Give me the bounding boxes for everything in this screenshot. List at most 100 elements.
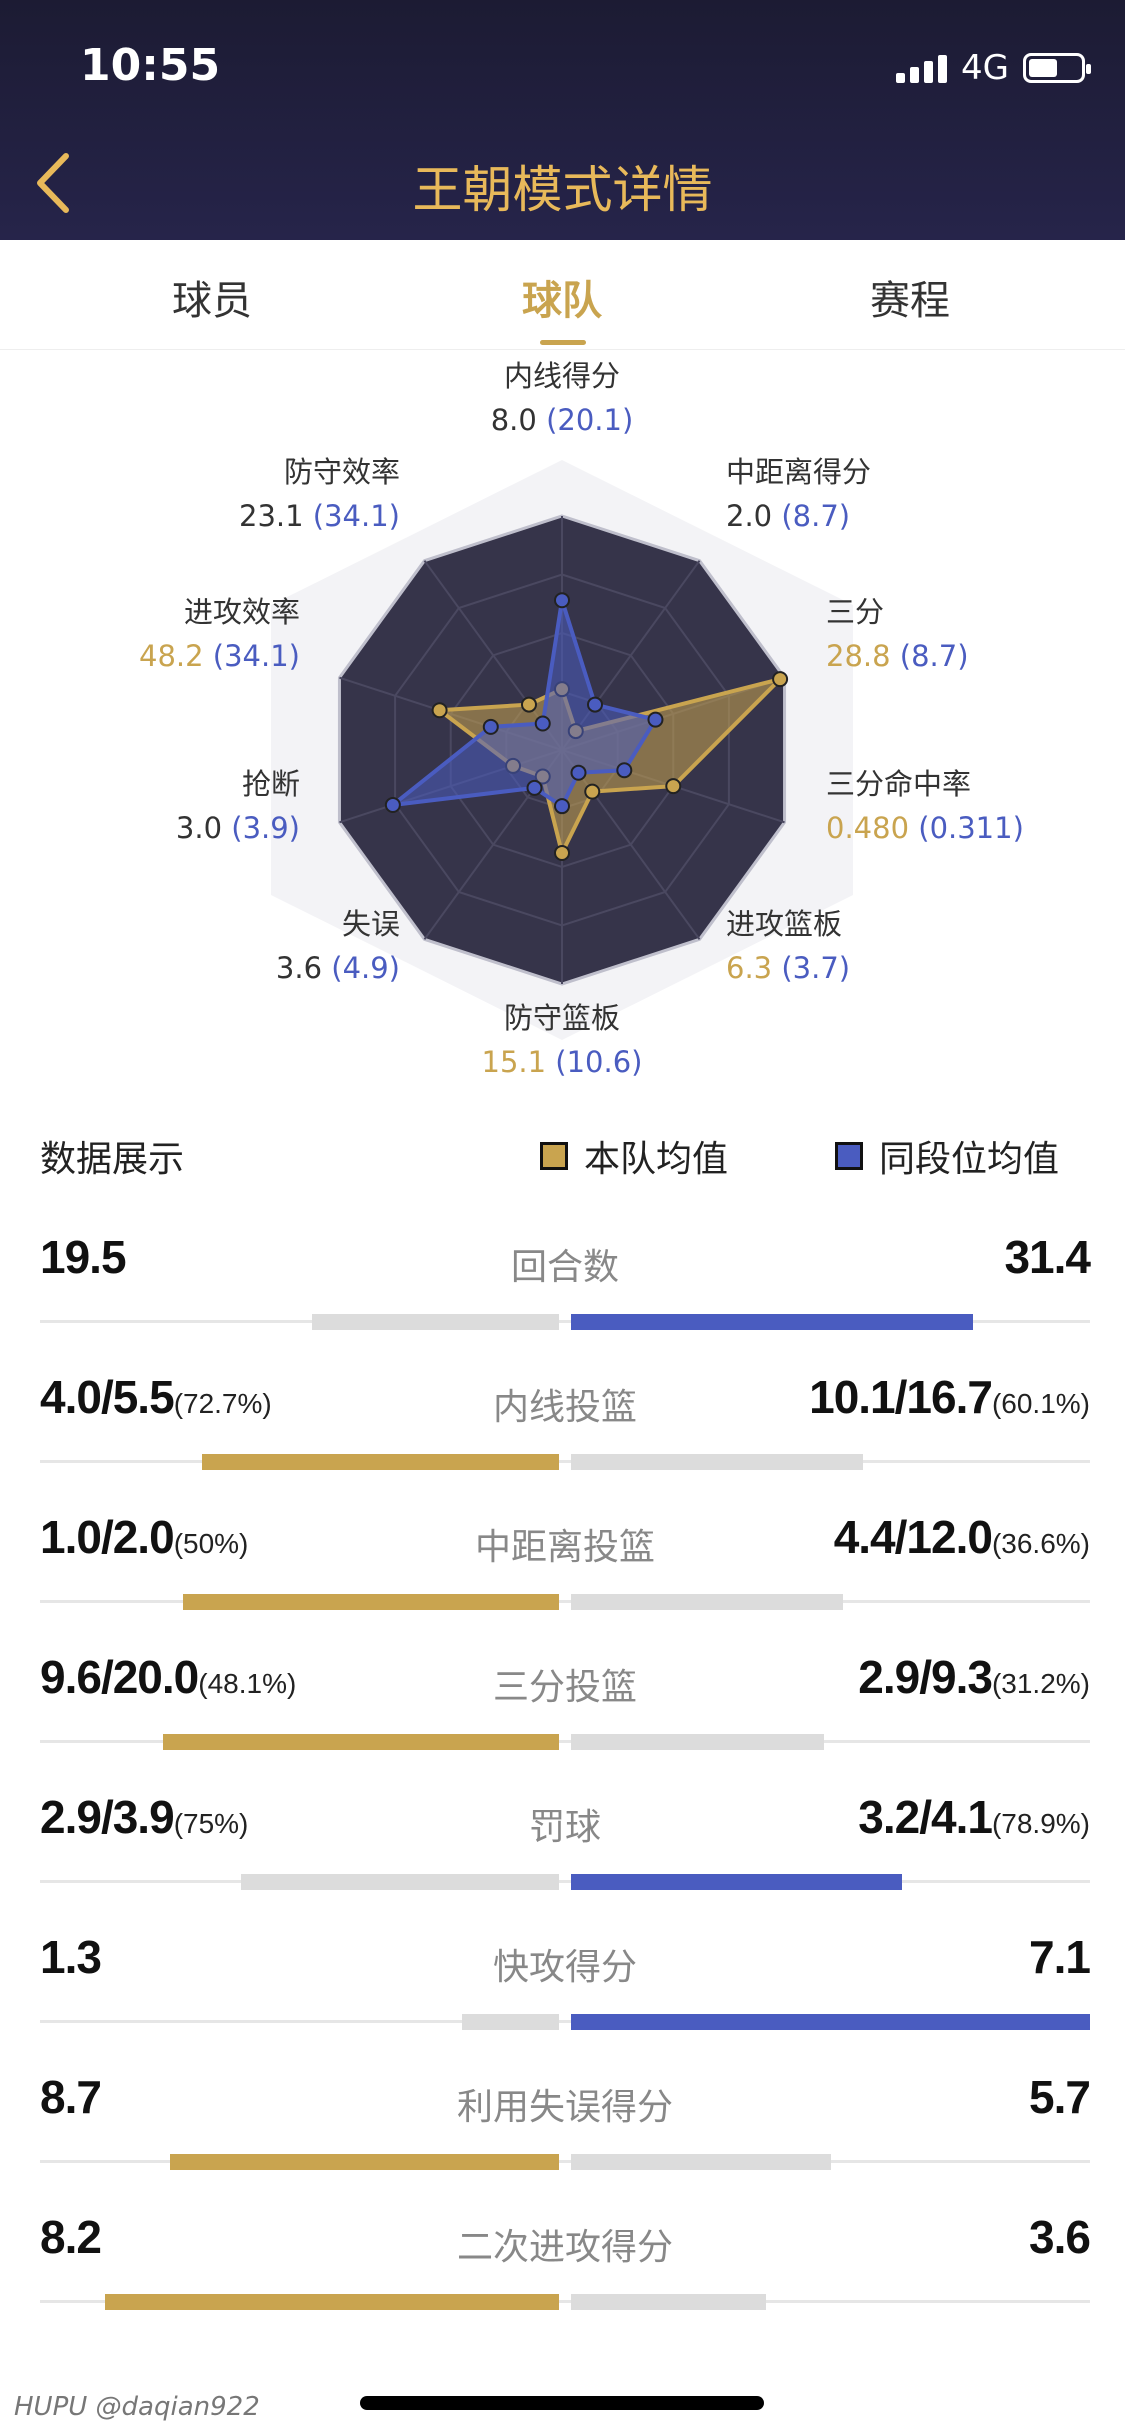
- radar-svg: [271, 460, 853, 1040]
- stat-bar-track: [40, 1460, 1090, 1463]
- stat-bar-right: [571, 1314, 974, 1330]
- radar-peer-series-point: [616, 762, 633, 779]
- tab-players[interactable]: 球员: [172, 278, 252, 324]
- active-tab-indicator: [540, 340, 586, 345]
- data-legend: 数据展示 本队均值 同段位均值: [40, 1130, 1090, 1190]
- radar-label-defensive-rebounds: 防守篮板 15.1 (10.6): [481, 1001, 643, 1079]
- stat-bar-track: [40, 2020, 1090, 2023]
- radar-peer-series-point: [526, 779, 543, 796]
- stat-bar-left: [163, 1734, 559, 1750]
- legend-peer-label: 同段位均值: [879, 1139, 1060, 1180]
- home-indicator[interactable]: [360, 2396, 764, 2410]
- stat-right-value: 3.2/4.1(78.9%): [858, 1791, 1090, 1843]
- app-header: 10:55 4G 王朝模式详情: [0, 0, 1125, 240]
- stat-row-possessions: 19.5 回合数 31.4: [40, 1220, 1091, 1360]
- stat-label: 回合数: [510, 1247, 619, 1288]
- radar-label-three-pointers: 三分 28.8 (8.7): [826, 595, 969, 673]
- network-type: 4G: [961, 48, 1009, 88]
- legend-peer: 同段位均值: [835, 1130, 1059, 1182]
- radar-label-midrange-scoring: 中距离得分 2.0 (8.7): [726, 455, 872, 533]
- legend-peer-swatch: [835, 1142, 863, 1170]
- tab-team[interactable]: 球队: [522, 278, 602, 324]
- status-time: 10:55: [80, 40, 221, 91]
- stat-right-value: 2.9/9.3(31.2%): [858, 1651, 1090, 1703]
- stat-bar-left: [182, 1594, 559, 1610]
- stat-right-value: 10.1/16.7(60.1%): [809, 1371, 1090, 1423]
- stat-bar-track: [40, 1740, 1090, 1743]
- stat-bar-left: [104, 2294, 559, 2310]
- legend-team-swatch: [540, 1142, 568, 1170]
- stat-row-midrange-shooting: 1.0/2.0(50%) 中距离投篮 4.4/12.0(36.6%): [40, 1500, 1090, 1640]
- radar-peer-series-point: [482, 718, 499, 735]
- radar-peer-series-point: [647, 711, 664, 728]
- watermark: HUPU @daqian922: [14, 2392, 260, 2422]
- stat-bar-left: [169, 2154, 559, 2170]
- stat-bar-right: [571, 2294, 766, 2310]
- stat-bar-right: [571, 2014, 1090, 2030]
- stat-left-value: 8.7: [40, 2071, 102, 2123]
- stat-label: 内线投篮: [492, 1387, 637, 1428]
- stat-row-second-chance-points: 8.2 二次进攻得分 3.6: [40, 2200, 1091, 2340]
- radar-team-series-point: [584, 783, 601, 800]
- radar-peer-series-point: [587, 696, 604, 713]
- stat-label: 罚球: [528, 1807, 601, 1848]
- legend-title: 数据展示: [40, 1139, 185, 1180]
- stat-left-value: 19.5: [40, 1231, 127, 1283]
- stat-label: 利用失误得分: [456, 2087, 673, 2128]
- stat-label: 三分投篮: [492, 1667, 637, 1708]
- stat-label: 二次进攻得分: [456, 2227, 673, 2268]
- status-indicators: 4G: [896, 48, 1091, 88]
- radar-label-offensive-rebounds: 进攻篮板 6.3 (3.7): [726, 907, 851, 985]
- stat-row-inside-shooting: 4.0/5.5(72.7%) 内线投篮 10.1/16.7(60.1%): [40, 1360, 1090, 1500]
- radar-team-series-point: [665, 778, 682, 795]
- radar-label-offensive-efficiency: 进攻效率 48.2 (34.1): [139, 595, 300, 673]
- radar-label-turnovers: 失误 3.6 (4.9): [275, 907, 400, 985]
- stat-row-points-off-turnovers: 8.7 利用失误得分 5.7: [40, 2060, 1091, 2200]
- legend-team: 本队均值: [540, 1130, 728, 1182]
- radar-peer-series-point: [554, 592, 570, 609]
- stat-label: 中距离投篮: [474, 1527, 655, 1568]
- stat-left-value: 1.3: [40, 1931, 102, 1983]
- stat-bar-right: [571, 1454, 863, 1470]
- stat-row-three-point-shooting: 9.6/20.0(48.1%) 三分投篮 2.9/9.3(31.2%): [40, 1640, 1090, 1780]
- radar-peer-series-point: [554, 798, 570, 815]
- stat-right-value: 3.6: [1029, 2211, 1091, 2263]
- stat-left-value: 9.6/20.0(48.1%): [40, 1651, 297, 1703]
- signal-icon: [896, 53, 948, 83]
- radar-team-series-point: [520, 696, 537, 713]
- stat-bar-left: [241, 1874, 559, 1890]
- legend-team-label: 本队均值: [584, 1139, 729, 1180]
- stat-bar-left: [202, 1454, 559, 1470]
- stat-bar-track: [40, 2160, 1090, 2163]
- stat-row-fastbreak-points: 1.3 快攻得分 7.1: [40, 1920, 1091, 2060]
- tab-bar: 球员 球队 赛程: [0, 240, 1125, 350]
- radar-peer-series-point: [384, 796, 401, 813]
- stat-bar-track: [40, 2300, 1090, 2303]
- stat-right-value: 31.4: [1004, 1231, 1091, 1283]
- radar-chart: 内线得分 8.0 (20.1) 中距离得分 2.0 (8.7) 三分 28.8 …: [0, 350, 1125, 1090]
- radar-peer-series-point: [570, 764, 587, 781]
- radar-label-steals: 抢断 3.0 (3.9): [175, 767, 300, 845]
- stat-bar-right: [571, 1734, 824, 1750]
- back-chevron-icon[interactable]: [30, 148, 80, 218]
- page-title: 王朝模式详情: [412, 161, 713, 219]
- radar-team-series-point: [554, 844, 570, 861]
- radar-team-series-point: [431, 702, 448, 719]
- stat-row-free-throws: 2.9/3.9(75%) 罚球 3.2/4.1(78.9%): [40, 1780, 1090, 1920]
- stat-bar-track: [40, 1320, 1090, 1323]
- stat-bar-track: [40, 1880, 1090, 1883]
- stat-right-value: 4.4/12.0(36.6%): [833, 1511, 1090, 1563]
- stat-label: 快攻得分: [492, 1947, 637, 1988]
- stat-bar-left: [312, 1314, 559, 1330]
- tab-schedule[interactable]: 赛程: [870, 278, 950, 324]
- radar-team-series-point: [772, 671, 789, 688]
- radar-label-three-point-pct: 三分命中率 0.480 (0.311): [826, 767, 1024, 845]
- stat-right-value: 7.1: [1029, 1931, 1091, 1983]
- stat-right-value: 5.7: [1029, 2071, 1091, 2123]
- stat-left-value: 1.0/2.0(50%): [40, 1511, 249, 1563]
- stat-bar-right: [571, 1594, 844, 1610]
- stat-bar-left: [461, 2014, 559, 2030]
- stat-left-value: 2.9/3.9(75%): [40, 1791, 249, 1843]
- radar-label-defensive-efficiency: 防守效率 23.1 (34.1): [239, 455, 400, 533]
- stat-bar-right: [571, 2154, 831, 2170]
